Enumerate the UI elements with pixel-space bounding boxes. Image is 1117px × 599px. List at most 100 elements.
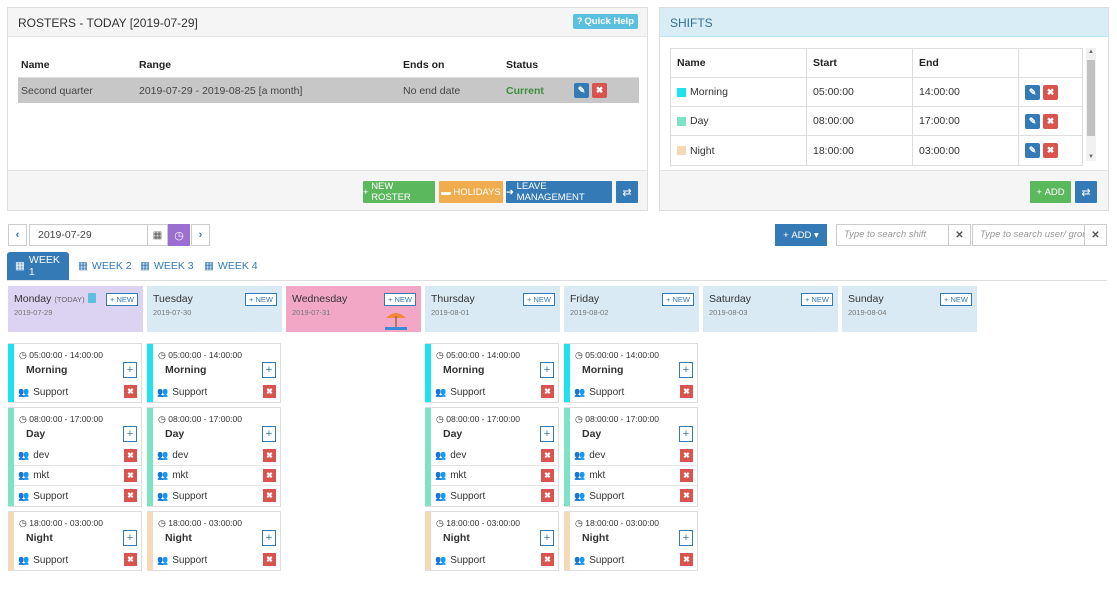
remove-group-button[interactable]: ✖ [541,469,554,482]
remove-group-button[interactable]: ✖ [680,449,693,462]
add-group-button[interactable]: + [262,426,276,442]
shift-time-label: 18:00:00 - 03:00:00 [585,518,659,528]
clear-user-search-icon[interactable]: ✕ [1085,224,1107,246]
today-label: (TODAY) [54,295,85,304]
next-button[interactable]: › [191,224,210,246]
table-row[interactable]: Day 08:00:00 17:00:00 ✎ ✖ [671,107,1082,136]
clear-shift-search-icon[interactable]: ✕ [949,224,971,246]
day-header-wednesday: Wednesday 2019-07-31 + NEW [286,286,421,332]
add-group-button[interactable]: + [679,362,693,378]
add-dropdown-button[interactable]: + ADD ▾ [775,224,827,246]
toggle-view-button[interactable]: ⇄ [616,181,638,203]
remove-group-button[interactable]: ✖ [680,553,693,566]
add-shift-button[interactable]: + ADD [1030,181,1071,203]
quick-help-button[interactable]: ? Quick Help [572,14,638,29]
shift-title-row: Morning + [8,362,141,382]
calendar-icon: ▦ [204,260,214,272]
edit-icon[interactable]: ✎ [1025,143,1040,158]
add-group-button[interactable]: + [679,530,693,546]
new-shift-button[interactable]: + NEW [523,293,555,306]
remove-group-button[interactable]: ✖ [263,449,276,462]
day-shift-column: ◷ 05:00:00 - 14:00:00 Morning + 👥 Support ✖ ◷ … [425,343,559,571]
remove-group-button[interactable]: ✖ [541,385,554,398]
add-group-button[interactable]: + [123,530,137,546]
roster-range: 2019-07-29 - 2019-08-25 [a month] [139,84,303,97]
scroll-up-icon[interactable]: ▲ [1088,49,1094,55]
remove-group-button[interactable]: ✖ [263,489,276,502]
add-group-button[interactable]: + [679,426,693,442]
rosters-panel: ROSTERS - TODAY [2019-07-29] ? Quick Help… [7,7,648,211]
group-row: 👥 dev ✖ [570,446,697,466]
edit-icon[interactable]: ✎ [1025,113,1040,129]
calendar-button[interactable]: ▦ [147,224,168,246]
add-group-button[interactable]: + [540,530,554,546]
delete-icon[interactable]: ✖ [592,83,607,98]
remove-group-button[interactable]: ✖ [541,449,554,462]
users-icon: 👥 [157,554,169,565]
holidays-button[interactable]: ▬ HOLIDAYS [439,181,503,203]
new-shift-button[interactable]: + NEW [662,293,694,306]
scroll-thumb[interactable] [1087,60,1095,136]
add-group-button[interactable]: + [262,362,276,378]
color-swatch [677,146,686,155]
date-input[interactable]: 2019-07-29 [29,224,148,246]
remove-group-button[interactable]: ✖ [263,553,276,566]
table-row[interactable]: Morning 05:00:00 14:00:00 ✎ ✖ [671,78,1082,107]
shift-name: Morning [443,364,485,376]
remove-group-button[interactable]: ✖ [124,449,137,462]
scroll-down-icon[interactable]: ▼ [1088,154,1094,160]
remove-group-button[interactable]: ✖ [263,385,276,398]
shifts-scrollbar[interactable]: ▲ ▼ [1086,48,1096,161]
tabs-divider [7,280,1107,281]
new-shift-button[interactable]: + NEW [245,293,277,306]
remove-group-button[interactable]: ✖ [124,385,137,398]
leave-management-button[interactable]: ➜ LEAVE MANAGEMENT [506,181,612,203]
table-row[interactable]: Second quarter 2019-07-29 - 2019-08-25 [… [18,78,639,103]
new-shift-button[interactable]: + NEW [801,293,833,306]
remove-group-button[interactable]: ✖ [124,553,137,566]
shift-time-label: 18:00:00 - 03:00:00 [168,518,242,528]
shift-card-morning: ◷ 05:00:00 - 14:00:00 Morning + 👥 Support ✖ [147,343,281,403]
users-icon: 👥 [574,386,586,397]
group-name: Support [589,490,625,502]
delete-icon[interactable]: ✖ [1043,143,1058,158]
remove-group-button[interactable]: ✖ [680,385,693,398]
delete-icon[interactable]: ✖ [1043,84,1058,100]
new-shift-button[interactable]: + NEW [106,293,138,306]
new-roster-button[interactable]: + NEW ROSTER [363,181,435,203]
add-group-button[interactable]: + [540,362,554,378]
group-name: Support [33,386,69,398]
remove-group-button[interactable]: ✖ [263,469,276,482]
add-group-button[interactable]: + [540,426,554,442]
tab-week-3[interactable]: ▦ WEEK 3 [140,252,194,280]
map-marker-icon [87,293,96,303]
tab-week-4[interactable]: ▦ WEEK 4 [204,252,258,280]
delete-icon[interactable]: ✖ [1043,113,1058,129]
edit-icon[interactable]: ✎ [574,83,589,98]
remove-group-button[interactable]: ✖ [680,469,693,482]
shift-color-bar [564,512,570,570]
exchange-icon: ⇄ [622,186,632,199]
new-shift-button[interactable]: + NEW [940,293,972,306]
search-user-input[interactable]: Type to search user/ group [972,224,1085,246]
tab-week-2[interactable]: ▦ WEEK 2 [78,252,132,280]
add-group-button[interactable]: + [123,362,137,378]
edit-icon[interactable]: ✎ [1025,84,1040,100]
search-shift-input[interactable]: Type to search shift [836,224,949,246]
remove-group-button[interactable]: ✖ [124,469,137,482]
color-swatch [677,116,686,126]
remove-group-button[interactable]: ✖ [680,489,693,502]
prev-button[interactable]: ‹ [8,224,27,246]
today-button[interactable]: ◷ [168,224,190,246]
remove-group-button[interactable]: ✖ [541,489,554,502]
tab-week-1[interactable]: ▦ WEEK 1 [7,252,69,280]
add-group-button[interactable]: + [123,426,137,442]
calendar-icon: ▦ [78,260,88,272]
group-name: Support [172,490,208,502]
add-group-button[interactable]: + [262,530,276,546]
table-row[interactable]: Night 18:00:00 03:00:00 ✎ ✖ [671,136,1082,165]
remove-group-button[interactable]: ✖ [124,489,137,502]
new-shift-button[interactable]: + NEW [384,293,416,306]
remove-group-button[interactable]: ✖ [541,553,554,566]
toggle-shifts-button[interactable]: ⇄ [1075,181,1097,203]
